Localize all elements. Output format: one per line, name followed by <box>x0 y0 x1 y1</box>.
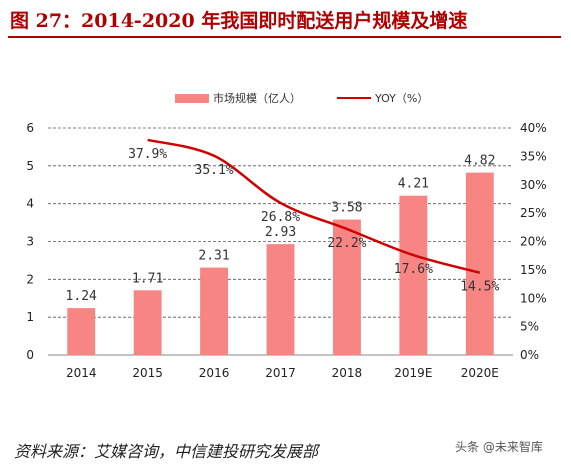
y-right-tick-label: 30% <box>520 178 547 192</box>
y-left-tick-label: 5 <box>26 159 34 173</box>
bar <box>465 172 494 355</box>
legend-label-line: YOY（%） <box>375 92 429 105</box>
bar-value-label: 2.31 <box>198 249 229 264</box>
x-tick-label: 2017 <box>265 366 296 380</box>
bar-value-label: 4.82 <box>464 154 495 169</box>
bar <box>200 267 229 355</box>
bar <box>67 308 96 355</box>
legend: 市场规模（亿人） YOY（%） <box>175 90 464 106</box>
x-tick-label: 2018 <box>332 366 363 380</box>
legend-swatch-line <box>337 97 371 99</box>
x-tick-label: 2019E <box>394 366 432 380</box>
y-right-tick-label: 25% <box>520 206 547 220</box>
y-right-tick-label: 20% <box>520 235 547 249</box>
bar <box>332 219 361 355</box>
x-tick-label: 2014 <box>66 366 97 380</box>
bar-value-label: 2.93 <box>265 225 296 240</box>
y-left-tick-label: 6 <box>26 121 34 135</box>
y-right-tick-label: 10% <box>520 291 547 305</box>
legend-label-bar: 市场规模（亿人） <box>213 92 301 105</box>
y-right-tick-label: 0% <box>520 348 539 362</box>
title-divider <box>8 36 561 38</box>
x-tick-label: 2015 <box>132 366 163 380</box>
legend-swatch-bar <box>175 93 209 103</box>
yoy-value-label: 37.9% <box>128 147 167 162</box>
y-left-tick-label: 4 <box>26 197 34 211</box>
bar <box>399 195 428 355</box>
watermark: 头条 @未来智库 <box>455 440 543 454</box>
yoy-value-label: 22.2% <box>327 236 366 251</box>
y-right-tick-label: 5% <box>520 320 539 334</box>
legend-item-bar: 市场规模（亿人） <box>175 90 301 106</box>
source-note: 资料来源：艾媒咨询，中信建投研究发展部 <box>14 442 319 461</box>
yoy-value-label: 17.6% <box>394 262 433 277</box>
bar-value-label: 1.24 <box>66 289 97 304</box>
bar <box>266 244 295 355</box>
y-right-tick-label: 40% <box>520 121 547 135</box>
yoy-value-label: 26.8% <box>261 210 300 225</box>
chart-title: 图 27：2014-2020 年我国即时配送用户规模及增速 <box>10 10 468 32</box>
yoy-line <box>147 138 481 274</box>
y-left-tick-label: 0 <box>26 348 34 362</box>
y-right-tick-label: 35% <box>520 149 547 163</box>
bar-value-label: 1.71 <box>132 271 163 286</box>
x-tick-label: 2016 <box>199 366 230 380</box>
y-right-tick-label: 15% <box>520 263 547 277</box>
combo-chart: 0 1 2 3 4 5 6 0% 5% 10% 15% 20% 25% 30% 35% 40% 2014 2015… <box>26 121 547 380</box>
y-left-tick-label: 3 <box>26 235 34 249</box>
yoy-value-label: 35.1% <box>195 163 234 178</box>
bar <box>133 290 162 355</box>
x-tick-label: 2020E <box>461 366 499 380</box>
legend-item-line: YOY（%） <box>337 90 428 106</box>
bar-value-label: 4.21 <box>398 177 429 192</box>
y-left-tick-label: 1 <box>26 310 34 324</box>
bar-value-label: 3.58 <box>331 201 362 216</box>
y-left-tick-label: 2 <box>26 272 34 286</box>
yoy-value-label: 14.5% <box>460 280 499 295</box>
